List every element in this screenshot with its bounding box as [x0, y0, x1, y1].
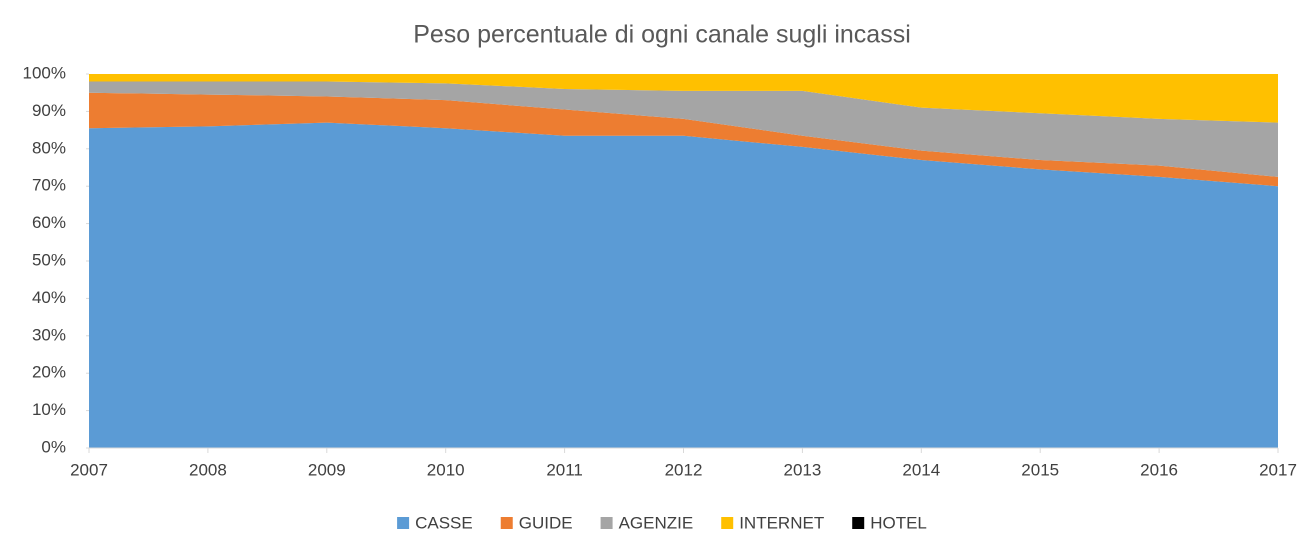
y-tick-label: 60% — [32, 213, 66, 232]
legend-swatch — [721, 517, 734, 529]
y-tick-label: 100% — [23, 63, 66, 82]
x-tick-label: 2015 — [1021, 460, 1059, 479]
legend-label: CASSE — [415, 513, 473, 532]
legend-swatch — [852, 517, 865, 529]
legend-swatch — [600, 517, 613, 529]
chart-title: Peso percentuale di ogni canale sugli in… — [413, 21, 911, 49]
area — [89, 92, 1278, 187]
y-tick-label: 30% — [32, 325, 66, 344]
y-tick-label: 90% — [32, 101, 66, 120]
y-tick-label: 50% — [32, 250, 66, 269]
x-tick-label: 2009 — [308, 460, 346, 479]
x-tick-label: 2010 — [427, 460, 465, 479]
y-tick-label: 20% — [32, 363, 66, 382]
legend-label: GUIDE — [519, 513, 573, 532]
y-tick-label: 0% — [41, 437, 66, 456]
legend-swatch — [397, 517, 410, 529]
x-tick-label: 2016 — [1140, 460, 1178, 479]
legend-swatch — [500, 517, 513, 529]
y-tick-label: 80% — [32, 138, 66, 157]
x-tick-label: 2008 — [189, 460, 227, 479]
x-tick-label: 2014 — [902, 460, 940, 479]
y-tick-label: 70% — [32, 176, 66, 195]
x-tick-label: 2011 — [546, 460, 583, 479]
legend-label: AGENZIE — [619, 513, 694, 532]
area — [89, 81, 1278, 177]
y-tick-label: 40% — [32, 288, 66, 307]
legend-label: INTERNET — [739, 513, 824, 532]
legend-label: HOTEL — [870, 513, 927, 532]
x-tick-label: 2017 — [1259, 460, 1297, 479]
area — [89, 74, 1278, 123]
x-tick-label: 2007 — [70, 460, 108, 479]
x-tick-label: 2012 — [665, 460, 703, 479]
x-tick-label: 2013 — [783, 460, 821, 479]
area — [89, 122, 1278, 449]
y-tick-label: 10% — [32, 400, 66, 419]
